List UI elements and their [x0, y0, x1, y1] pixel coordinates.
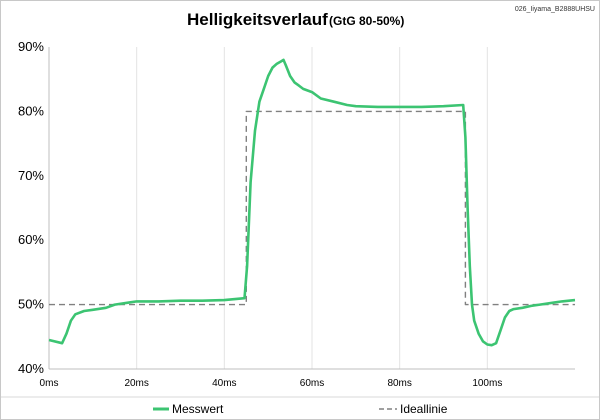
- legend-label-ideallinie: Ideallinie: [400, 402, 448, 416]
- x-tick-label-0: 0ms: [40, 378, 59, 389]
- y-tick-labels: 40% 50% 60% 70% 80% 90%: [18, 39, 44, 376]
- y-tick-label-1: 50%: [18, 297, 44, 312]
- legend: Messwert Ideallinie: [153, 402, 448, 416]
- series-lines: [48, 58, 576, 347]
- y-tick-label-4: 80%: [18, 103, 44, 118]
- y-tick-label-0: 40%: [18, 361, 44, 376]
- x-tick-label-5: 100ms: [472, 378, 502, 389]
- x-tick-label-4: 80ms: [387, 378, 411, 389]
- y-tick-label-5: 90%: [18, 39, 44, 54]
- y-tick-label-3: 70%: [18, 168, 44, 183]
- series-line-messwert: [48, 58, 576, 347]
- chart-subtitle: (GtG 80-50%): [329, 14, 404, 28]
- series-line-ideallinie: [49, 110, 575, 306]
- y-tick-label-2: 60%: [18, 232, 44, 247]
- x-tick-label-3: 60ms: [300, 378, 324, 389]
- gridlines: [136, 47, 488, 369]
- x-tick-label-1: 20ms: [124, 378, 148, 389]
- watermark-text: 026_Iiyama_B2888UHSU: [515, 6, 595, 13]
- axes: [48, 47, 575, 370]
- legend-label-messwert: Messwert: [172, 402, 224, 416]
- x-tick-labels: 0ms 20ms 40ms 60ms 80ms 100ms: [40, 378, 503, 389]
- x-tick-label-2: 40ms: [212, 378, 236, 389]
- chart-title: Helligkeitsverlauf: [187, 10, 328, 29]
